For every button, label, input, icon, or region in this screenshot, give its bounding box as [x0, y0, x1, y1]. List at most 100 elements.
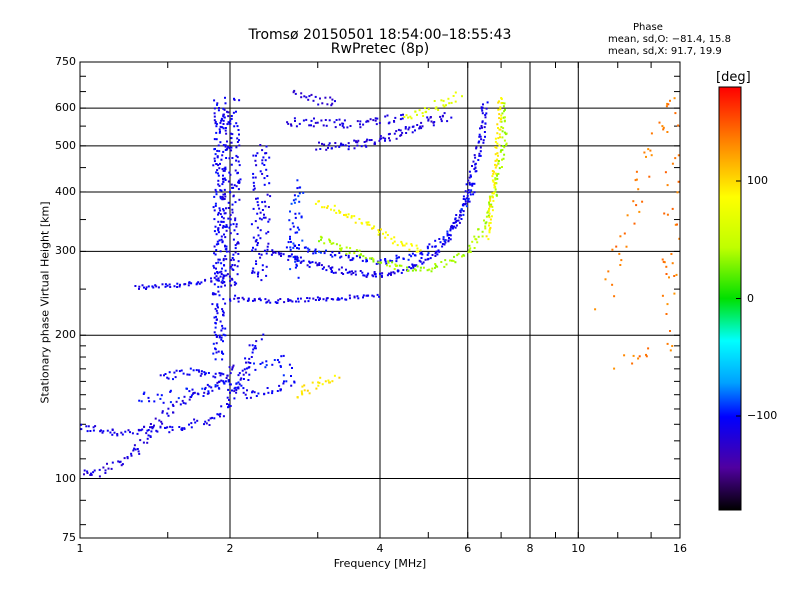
data-point: [500, 149, 503, 152]
data-point: [86, 430, 89, 433]
data-point: [137, 428, 140, 431]
data-point: [317, 200, 320, 203]
data-point: [484, 116, 487, 119]
data-point: [280, 255, 282, 257]
y-tick-label: 75: [62, 531, 76, 544]
data-point: [219, 412, 222, 415]
colorbar-tick-label: 0: [747, 291, 754, 305]
data-point: [426, 269, 429, 272]
data-point: [607, 270, 610, 273]
data-point: [219, 374, 222, 377]
data-point: [153, 424, 155, 427]
data-point: [346, 216, 349, 219]
data-point: [230, 132, 232, 135]
data-point: [217, 174, 220, 177]
data-point: [219, 162, 221, 165]
data-point: [121, 433, 124, 436]
data-point: [227, 388, 230, 391]
data-point: [373, 225, 376, 228]
data-point: [431, 254, 434, 256]
data-point: [448, 233, 451, 236]
data-point: [473, 247, 476, 249]
minor-ticks: [79, 61, 681, 538]
data-point: [267, 391, 270, 394]
data-point: [230, 115, 233, 117]
data-point: [89, 430, 92, 432]
data-point: [330, 298, 333, 300]
data-point: [502, 105, 505, 108]
data-point: [359, 256, 361, 259]
data-point: [670, 253, 673, 255]
data-point: [261, 162, 264, 165]
data-point: [318, 262, 321, 265]
data-point: [213, 276, 216, 279]
data-point: [407, 269, 410, 272]
plot-frame: [79, 61, 681, 539]
data-point: [237, 260, 240, 263]
data-point: [130, 452, 133, 455]
data-point: [426, 245, 429, 248]
data-point: [223, 116, 226, 119]
data-point: [469, 247, 472, 250]
data-point: [211, 389, 214, 392]
data-point: [440, 118, 443, 121]
data-point: [238, 139, 240, 142]
data-point: [214, 372, 217, 375]
data-point: [339, 247, 341, 250]
data-point: [449, 228, 452, 231]
data-point: [217, 350, 220, 353]
data-point: [492, 196, 494, 199]
data-point: [141, 428, 144, 431]
data-point: [468, 249, 471, 252]
data-point: [357, 297, 360, 300]
data-point: [202, 395, 205, 397]
data-point: [496, 177, 499, 180]
data-point: [148, 400, 151, 403]
data-point: [334, 142, 337, 144]
data-point: [384, 260, 387, 263]
data-point: [674, 157, 677, 160]
data-point: [150, 430, 153, 433]
data-point: [120, 431, 123, 434]
data-point: [236, 297, 239, 300]
data-point: [665, 105, 668, 108]
data-point: [153, 400, 156, 403]
data-point: [387, 260, 390, 263]
data-point: [666, 131, 669, 133]
data-point: [365, 294, 368, 297]
data-point: [441, 114, 444, 117]
data-point: [208, 424, 211, 426]
data-point: [210, 277, 212, 280]
data-point: [219, 141, 222, 144]
data-point: [323, 242, 326, 245]
data-point: [196, 419, 199, 422]
data-point: [164, 283, 167, 286]
data-point: [481, 112, 484, 115]
data-point: [307, 250, 309, 253]
data-point: [491, 170, 494, 172]
data-point: [265, 232, 268, 235]
data-point: [503, 153, 506, 156]
data-point: [215, 351, 218, 354]
data-point: [396, 244, 399, 247]
data-point: [613, 367, 616, 370]
data-point: [440, 120, 443, 123]
data-point: [444, 239, 446, 242]
data-point: [275, 302, 278, 304]
data-point: [296, 226, 299, 229]
data-point: [215, 125, 218, 128]
data-point: [338, 298, 341, 301]
data-point: [388, 139, 391, 142]
data-point: [229, 280, 232, 282]
data-point: [613, 295, 616, 298]
data-point: [232, 364, 235, 367]
data-point: [242, 373, 245, 376]
data-point: [289, 240, 292, 243]
data-point: [188, 423, 190, 426]
data-point: [215, 193, 218, 196]
data-point: [265, 145, 268, 148]
data-point: [321, 102, 324, 105]
data-point: [362, 274, 365, 277]
data-point: [498, 117, 501, 120]
data-point: [336, 298, 339, 301]
